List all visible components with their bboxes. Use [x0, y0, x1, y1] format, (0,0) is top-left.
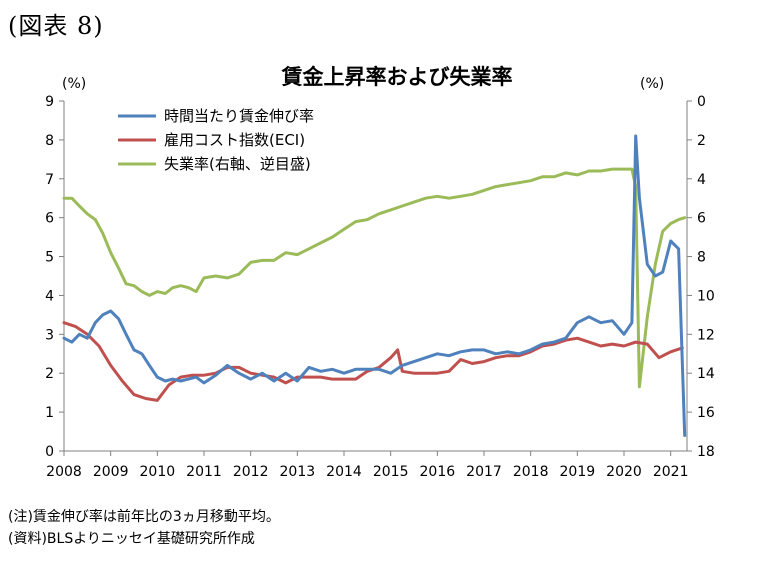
x-tick-label: 2014	[326, 464, 362, 480]
x-tick-label: 2017	[466, 464, 502, 480]
x-tick-label: 2019	[560, 464, 596, 480]
right-tick-label: 4	[697, 172, 706, 188]
right-tick-label: 14	[697, 366, 715, 382]
x-tick-label: 2016	[420, 464, 456, 480]
x-tick-label: 2015	[373, 464, 409, 480]
right-tick-label: 8	[697, 250, 706, 266]
left-tick-label: 3	[45, 327, 54, 343]
x-tick-label: 2008	[46, 464, 82, 480]
legend-label-1: 雇用コスト指数(ECI)	[164, 131, 305, 149]
chart-title: 賃金上昇率および失業率	[281, 65, 513, 89]
series-line-2	[62, 167, 687, 389]
left-axis-unit: (%)	[62, 76, 86, 92]
left-tick-label: 8	[45, 133, 54, 149]
left-tick-label: 0	[45, 444, 54, 460]
figure-label: (図表 8)	[8, 12, 104, 40]
note-text: (注)賃金伸び率は前年比の3ヵ月移動平均。	[8, 509, 280, 525]
right-tick-label: 0	[697, 94, 706, 110]
left-tick-label: 2	[45, 366, 54, 382]
x-tick-label: 2021	[653, 464, 689, 480]
left-tick-label: 5	[45, 250, 54, 266]
x-tick-label: 2009	[93, 464, 129, 480]
right-tick-label: 6	[697, 211, 706, 227]
x-tick-label: 2013	[280, 464, 316, 480]
right-tick-label: 2	[697, 133, 706, 149]
left-tick-label: 1	[45, 405, 54, 421]
right-axis-unit: (%)	[640, 76, 664, 92]
series-line-0	[62, 134, 687, 437]
x-tick-label: 2018	[513, 464, 549, 480]
source-text: (資料)BLSよりニッセイ基礎研究所作成	[8, 531, 255, 547]
left-tick-label: 4	[45, 288, 54, 304]
series-lines	[62, 134, 687, 437]
legend-label-2: 失業率(右軸、逆目盛)	[164, 155, 311, 173]
x-tick-label: 2012	[233, 464, 269, 480]
right-tick-label: 10	[697, 288, 715, 304]
x-tick-label: 2011	[186, 464, 222, 480]
left-tick-label: 7	[45, 172, 54, 188]
right-tick-label: 18	[697, 444, 715, 460]
x-tick-label: 2010	[140, 464, 176, 480]
legend-label-0: 時間当たり賃金伸び率	[164, 107, 314, 125]
right-tick-label: 16	[697, 405, 715, 421]
series-line-1	[62, 321, 684, 402]
left-tick-label: 9	[45, 94, 54, 110]
x-tick-label: 2020	[606, 464, 642, 480]
right-tick-label: 12	[697, 327, 715, 343]
left-tick-label: 6	[45, 211, 54, 227]
